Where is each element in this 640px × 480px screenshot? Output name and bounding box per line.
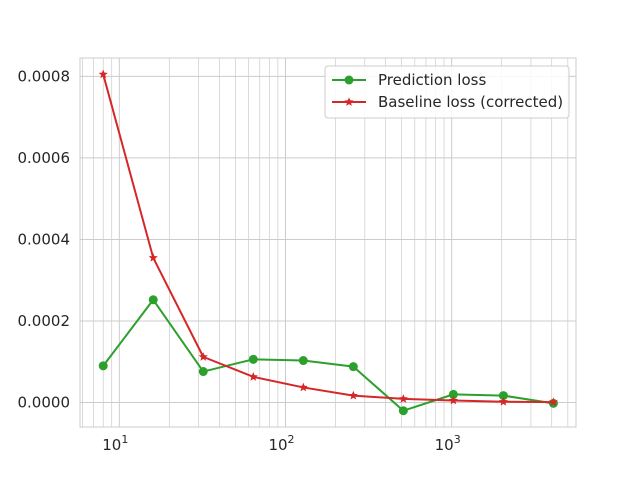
data-point: [298, 356, 308, 366]
x-axis-ticks: 101 102 103: [102, 433, 460, 454]
series-layer: [98, 69, 558, 416]
data-point: [198, 352, 208, 361]
data-point: [348, 390, 358, 400]
legend-marker: [344, 75, 354, 85]
legend-label: Prediction loss: [378, 71, 486, 89]
legend-marker: [344, 97, 354, 106]
y-tick-label: 0.0006: [18, 149, 71, 167]
data-point: [348, 362, 358, 372]
legend-entry: Prediction loss: [332, 71, 486, 89]
y-tick-label: 0.0002: [18, 312, 71, 330]
data-point: [98, 361, 108, 371]
data-point: [148, 252, 158, 262]
series-0: [98, 295, 558, 416]
x-tick-label: 101: [102, 433, 128, 454]
legend-box: [324, 65, 570, 119]
y-axis-ticks: 0.0000 0.0002 0.0004 0.0006 0.0008: [18, 67, 71, 411]
data-point: [448, 389, 458, 399]
data-point: [248, 354, 258, 364]
legend-label: Baseline loss (corrected): [378, 93, 563, 111]
data-point: [298, 382, 308, 392]
y-tick-label: 0.0008: [18, 67, 71, 85]
y-tick-label: 0.0004: [18, 230, 71, 248]
data-point: [448, 395, 458, 405]
plot-frame: [79, 57, 577, 428]
series-1: [98, 69, 558, 407]
data-point: [398, 394, 408, 403]
legend-entry: Baseline loss (corrected): [332, 93, 563, 111]
data-point: [398, 406, 408, 416]
plot-area: [80, 58, 576, 427]
data-point: [498, 396, 508, 406]
series-line: [102, 74, 554, 404]
series-line: [102, 298, 554, 412]
data-point: [498, 391, 508, 401]
data-point: [98, 69, 108, 79]
grid-lines: [80, 58, 576, 427]
x-tick-label: 102: [268, 433, 294, 454]
x-tick-label: 103: [435, 433, 461, 454]
legend: Prediction loss Baseline loss (corrected): [324, 65, 570, 119]
data-point: [148, 295, 158, 305]
data-point: [548, 397, 558, 407]
y-tick-label: 0.0000: [18, 394, 71, 412]
data-point: [248, 372, 258, 381]
data-point: [198, 367, 208, 377]
